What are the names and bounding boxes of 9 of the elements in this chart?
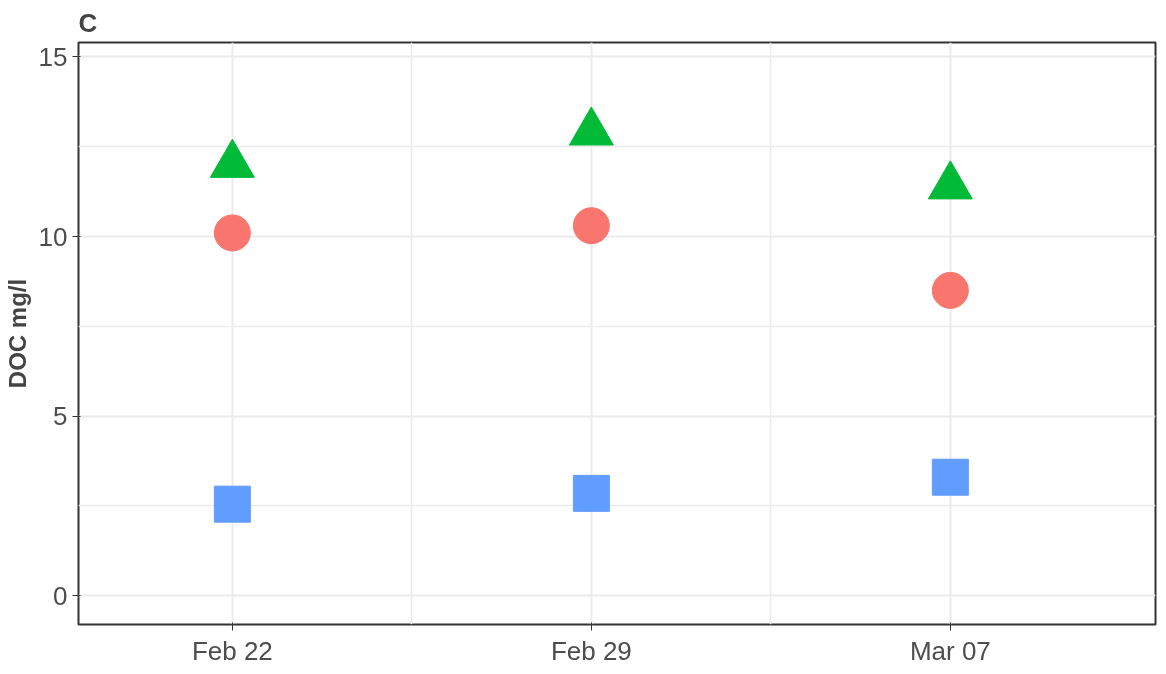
x-tick-label: Feb 22 (191, 635, 273, 666)
chart-title: C (78, 7, 98, 38)
y-tick-label: 5 (53, 401, 68, 432)
x-tick-label: Mar 07 (909, 635, 991, 666)
y-tick-label: 0 (53, 580, 68, 611)
y-tick-label: 15 (38, 41, 68, 72)
y-axis-title: DOC mg/l (3, 278, 31, 389)
x-tick-label: Feb 29 (550, 635, 632, 666)
y-tick-label: 10 (38, 221, 68, 252)
